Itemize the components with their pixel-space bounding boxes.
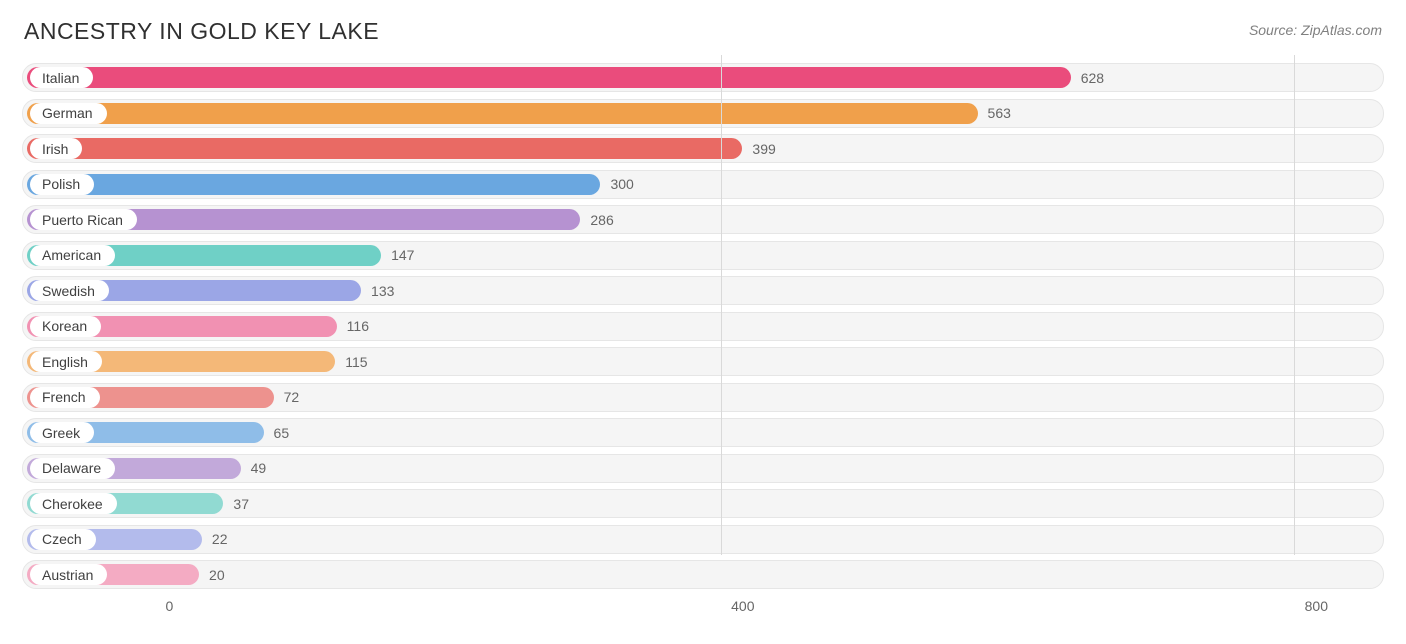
bar-row: Polish 300 xyxy=(22,170,1384,199)
bar-row: Swedish 133 xyxy=(22,276,1384,305)
bar-value: 20 xyxy=(199,561,225,588)
bar-label: English xyxy=(30,351,102,372)
bar-value: 133 xyxy=(361,277,394,304)
bar xyxy=(27,174,600,195)
axis-tick: 400 xyxy=(731,598,754,614)
chart-source: Source: ZipAtlas.com xyxy=(1249,22,1382,38)
bar-value: 37 xyxy=(223,490,249,517)
chart-area: Italian 628 German 563 Irish 399 Polish 300 Puer… xyxy=(0,55,1406,589)
bar-label: Cherokee xyxy=(30,493,117,514)
bar-row: Italian 628 xyxy=(22,63,1384,92)
bar-row: Puerto Rican 286 xyxy=(22,205,1384,234)
bar-label: German xyxy=(30,103,107,124)
bar-value: 300 xyxy=(600,171,633,198)
bar-row: German 563 xyxy=(22,99,1384,128)
axis-tick: 800 xyxy=(1305,598,1328,614)
bar-value: 147 xyxy=(381,242,414,269)
bar-value: 286 xyxy=(580,206,613,233)
axis-tick: 0 xyxy=(165,598,173,614)
bar-label: Czech xyxy=(30,529,96,550)
bar-row: Greek 65 xyxy=(22,418,1384,447)
bar-value: 72 xyxy=(274,384,300,411)
bar-label: Irish xyxy=(30,138,82,159)
bar-label: Delaware xyxy=(30,458,115,479)
bar-value: 115 xyxy=(335,348,367,375)
bar-row: Irish 399 xyxy=(22,134,1384,163)
chart-header: ANCESTRY IN GOLD KEY LAKE Source: ZipAtl… xyxy=(0,0,1406,55)
bar-value: 65 xyxy=(264,419,290,446)
bar-row: Delaware 49 xyxy=(22,454,1384,483)
bar-value: 22 xyxy=(202,526,228,553)
bar-value: 49 xyxy=(241,455,267,482)
bar-label: Austrian xyxy=(30,564,107,585)
bar-label: Polish xyxy=(30,174,94,195)
x-axis: 0 400 800 xyxy=(22,596,1384,626)
bar-value: 116 xyxy=(337,313,369,340)
bar-row: Czech 22 xyxy=(22,525,1384,554)
chart-title: ANCESTRY IN GOLD KEY LAKE xyxy=(24,18,379,45)
bar xyxy=(27,67,1071,88)
bar-label: Puerto Rican xyxy=(30,209,137,230)
bar-row: American 147 xyxy=(22,241,1384,270)
bar-row: Korean 116 xyxy=(22,312,1384,341)
bar-label: Swedish xyxy=(30,280,109,301)
bar-label: Greek xyxy=(30,422,94,443)
bar xyxy=(27,103,978,124)
bar-value: 563 xyxy=(978,100,1011,127)
bar-label: American xyxy=(30,245,115,266)
bar-row: English 115 xyxy=(22,347,1384,376)
bar-label: French xyxy=(30,387,100,408)
bar-row: Cherokee 37 xyxy=(22,489,1384,518)
bar-value: 399 xyxy=(742,135,775,162)
bar-value: 628 xyxy=(1071,64,1104,91)
bar-label: Italian xyxy=(30,67,93,88)
bar-label: Korean xyxy=(30,316,101,337)
bar xyxy=(27,138,742,159)
bar-row: French 72 xyxy=(22,383,1384,412)
bar-row: Austrian 20 xyxy=(22,560,1384,589)
